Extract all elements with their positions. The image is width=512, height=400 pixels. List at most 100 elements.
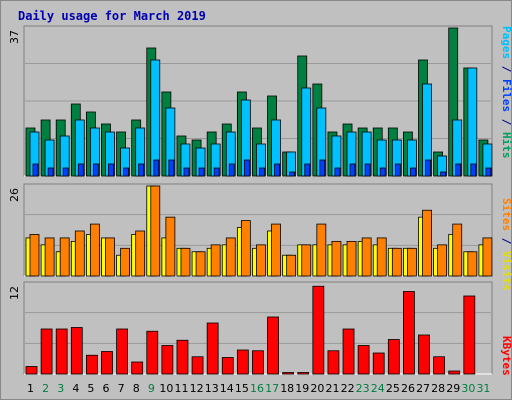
kbytes-bar [116,328,128,375]
day-label: 16 [250,382,264,395]
pages-bar [47,167,54,177]
sites-bar [286,254,297,277]
bottom-ymax-label: 12 [8,286,21,300]
right-label-part: KBytes [500,336,512,376]
day-label: 11 [175,382,189,395]
right-label-part: / [500,231,512,251]
day-label: 31 [476,382,490,395]
pages-bar [108,163,114,177]
pages-bar [470,163,477,177]
pages-bar [168,159,175,177]
day-label: 4 [72,382,79,395]
kbytes-bar [70,327,83,375]
sites-bar [180,247,191,277]
sites-bar [120,247,130,277]
day-label: 19 [295,382,309,395]
kbytes-bar [25,366,38,375]
pages-bar [183,167,190,177]
pages-bar [334,167,341,177]
day-label: 12 [190,382,204,395]
pages-bar [394,163,401,177]
right-label-part: Hits [500,132,512,159]
sites-bar [29,234,40,277]
pages-bar [319,159,326,177]
top-right-label: Pages / Files / Hits [500,26,512,159]
kbytes-bar [387,339,400,375]
sites-bar [452,223,463,277]
pages-bar [138,163,145,177]
right-label-part: / [500,59,512,79]
sites-bar [467,251,478,277]
kbytes-bar [463,295,476,375]
pages-bar [440,171,447,177]
sites-bar [210,244,221,277]
sites-bar [74,230,85,277]
sites-bar [407,247,417,277]
day-label: 3 [57,382,64,395]
day-label: 13 [205,382,219,395]
sites-bar [89,223,100,277]
kbytes-bar [146,330,159,375]
kbytes-bar [448,370,461,375]
kbytes-bar [236,349,249,375]
kbytes-bar [131,361,144,375]
sites-bar [376,237,387,277]
right-label-part: Files [500,79,512,112]
right-label-part: Visits [500,251,512,291]
files-bar [301,87,312,177]
day-label: 28 [431,382,445,395]
kbytes-bar [221,357,234,375]
day-label: 29 [446,382,460,395]
pages-bar [259,167,265,177]
files-bar [467,67,478,177]
pages-bar [364,163,371,177]
day-label: 18 [280,382,294,395]
day-label: 7 [118,382,125,395]
pages-bar [228,163,235,177]
kbytes-bar [357,345,370,375]
day-label: 15 [235,382,249,395]
right-label-part: Pages [500,26,512,59]
pages-bar [485,167,492,177]
kbytes-bar [312,285,325,375]
day-label: 1 [27,382,34,395]
sites-bar [361,237,372,277]
pages-bar [77,163,84,177]
sites-bar [150,185,161,277]
sites-bar [135,230,146,277]
kbytes-bar [297,372,310,375]
chart-title: Daily usage for March 2019 [18,9,206,23]
middle-ymax-label: 26 [8,188,21,202]
kbytes-bar [252,350,264,375]
sites-bar [44,237,55,277]
pages-bar [213,167,220,177]
sites-bar [256,244,266,277]
sites-bar [195,251,206,277]
bottom-right-label: KBytes [500,336,512,376]
pages-bar [455,163,462,177]
sites-bar [346,240,357,277]
kbytes-bar [433,356,446,375]
pages-bar [92,163,99,177]
pages-bar [379,167,386,177]
day-label: 17 [265,382,279,395]
sites-bar [301,244,312,277]
day-label: 23 [356,382,370,395]
day-label: 6 [103,382,110,395]
sites-bar [331,240,342,277]
kbytes-bar [342,328,355,375]
sites-bar [391,247,402,277]
top-ymax-label: 37 [8,30,21,44]
sites-bar [437,244,448,277]
right-label-part: Sites [500,198,512,231]
sites-bar [422,209,432,277]
kbytes-bar [267,316,279,375]
day-label: 9 [148,382,155,395]
day-label: 27 [416,382,430,395]
pages-bar [32,163,39,177]
day-label: 10 [159,382,173,395]
kbytes-bar [101,351,113,375]
sites-bar [59,237,70,277]
sites-bar [316,223,327,277]
